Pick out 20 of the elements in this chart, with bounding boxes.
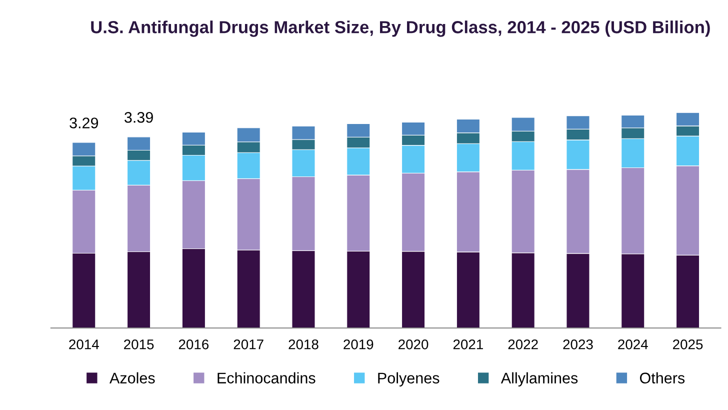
chart-title: U.S. Antifungal Drugs Market Size, By Drug Class, 2014 - 2025 (USD Billion) [91,20,710,37]
x-tick-label: 2017 [234,339,264,350]
x-tick-label: 2016 [178,339,209,350]
x-tick-label: 2014 [69,339,99,350]
annotation: 3.39 [124,112,153,123]
x-tick-label: 2018 [288,339,318,350]
legend-label: Others [640,372,685,384]
legend-label: Polyenes [378,372,440,386]
x-tick-label: 2015 [124,339,154,350]
x-tick-label: 2021 [453,339,483,350]
x-tick-label: 2025 [673,339,703,350]
x-tick-label: 2022 [508,339,538,350]
x-tick-label: 2020 [398,339,428,350]
x-tick-label: 2024 [618,339,648,350]
x-tick-label: 2019 [344,339,374,350]
legend-label: Allylamines [500,372,578,386]
legend-label: Azoles [110,372,155,384]
annotation: 3.29 [70,118,98,128]
x-tick-label: 2023 [563,339,593,350]
legend-label: Echinocandins [218,372,316,384]
